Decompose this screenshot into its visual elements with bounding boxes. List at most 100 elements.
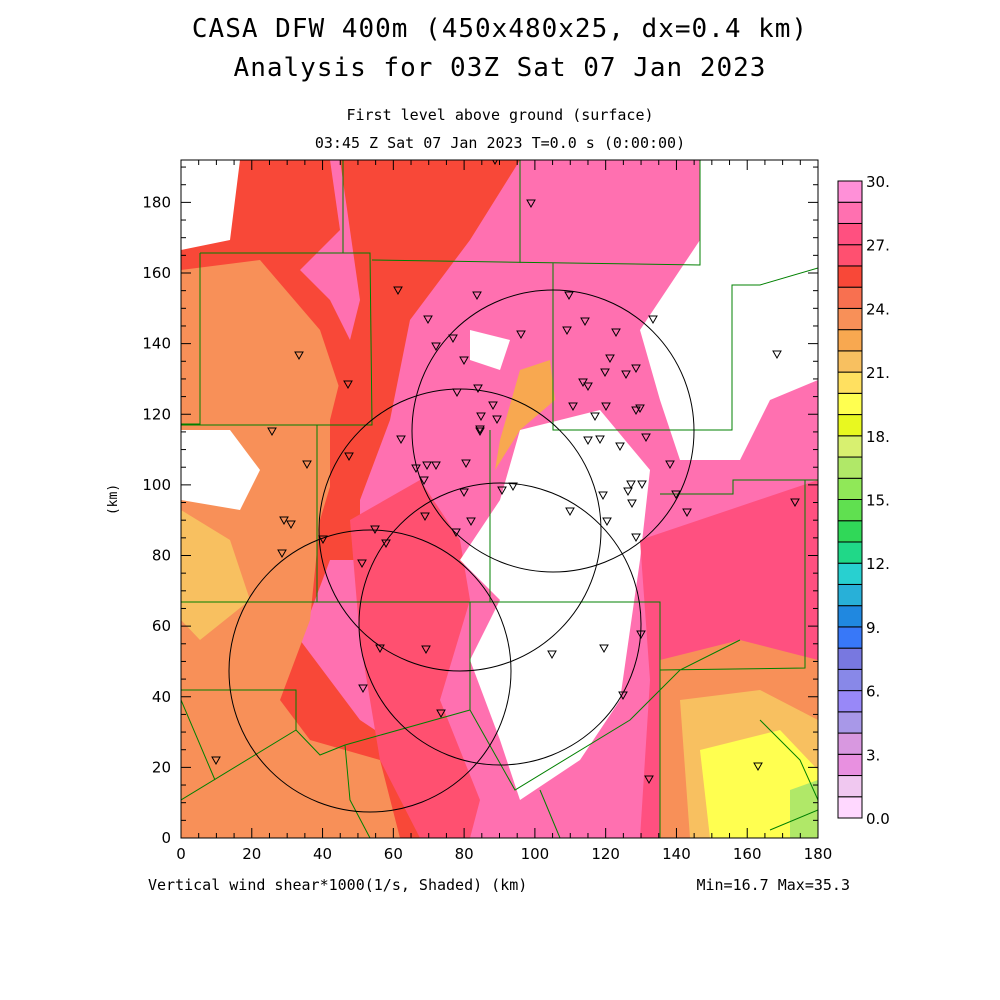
x-tick-label: 60 — [384, 845, 403, 863]
colorbar-swatch — [837, 222, 863, 246]
station-marker — [411, 464, 421, 474]
station-marker — [583, 382, 593, 392]
x-tick-label: 0 — [176, 845, 186, 863]
station-marker — [568, 402, 578, 412]
station-marker — [611, 328, 621, 338]
colorbar-swatch — [837, 265, 863, 288]
station-marker — [636, 630, 646, 640]
x-tick-label: 100 — [521, 845, 550, 863]
station-marker — [580, 317, 590, 327]
y-tick-label: 160 — [142, 264, 171, 282]
colorbar-swatch — [837, 583, 863, 607]
colorbar-swatch — [837, 668, 863, 692]
station-marker — [279, 516, 289, 526]
station-marker — [516, 330, 526, 340]
station-marker — [436, 709, 446, 719]
title-line-2: Analysis for 03Z Sat 07 Jan 2023 — [233, 53, 767, 83]
y-tick-label: 100 — [142, 476, 171, 494]
station-marker — [211, 756, 221, 766]
station-marker — [475, 427, 485, 437]
x-tick-label: 80 — [455, 845, 474, 863]
station-marker — [473, 384, 483, 394]
x-tick-label: 20 — [242, 845, 261, 863]
subtitle-line-1: First level above ground (surface) — [346, 106, 654, 124]
station-marker — [526, 199, 536, 209]
station-marker — [286, 520, 296, 530]
station-marker — [488, 401, 498, 411]
x-tick-label: 120 — [591, 845, 620, 863]
colorbar-swatch — [837, 307, 863, 331]
colorbar-swatch — [837, 562, 863, 585]
station-marker — [565, 507, 575, 517]
station-marker — [343, 380, 353, 390]
station-marker — [492, 415, 502, 425]
station-marker — [476, 412, 486, 422]
station-marker — [595, 435, 605, 445]
field-label: Vertical wind shear*1000(1/s, Shaded) (k… — [148, 876, 528, 894]
station-marker — [431, 461, 441, 471]
colorbar-swatch — [837, 392, 863, 416]
station-marker — [602, 517, 612, 527]
y-tick-label: 0 — [161, 829, 171, 847]
station-markers — [211, 160, 800, 785]
colorbar-swatch — [837, 796, 863, 819]
station-marker — [448, 334, 458, 344]
station-marker — [547, 650, 557, 660]
station-marker — [357, 559, 367, 569]
shading-layer — [181, 160, 818, 838]
x-tick-label: 140 — [662, 845, 691, 863]
colorbar-swatch — [837, 520, 863, 543]
station-marker — [600, 368, 610, 378]
station-marker — [381, 539, 391, 549]
colorbar-swatch — [837, 711, 863, 734]
station-marker — [422, 461, 432, 471]
station-marker — [627, 499, 637, 509]
colorbar-swatch — [837, 435, 863, 458]
station-marker — [396, 435, 406, 445]
colorbar-swatch — [837, 732, 863, 755]
colorbar-swatch — [837, 350, 863, 373]
min-max-label: Min=16.7 Max=35.3 — [696, 876, 850, 894]
station-marker — [631, 364, 641, 374]
station-marker — [475, 425, 485, 435]
station-marker — [302, 460, 312, 470]
colorbar-label: 9. — [866, 619, 880, 637]
colorbar-swatch — [837, 499, 863, 522]
station-marker — [459, 488, 469, 498]
station-marker — [623, 487, 633, 497]
station-marker — [421, 645, 431, 655]
range-ring-3 — [358, 482, 642, 766]
station-marker — [497, 486, 507, 496]
station-marker — [318, 535, 328, 545]
station-marker — [618, 691, 628, 701]
colorbar-label: 27. — [866, 237, 890, 255]
station-marker — [605, 354, 615, 364]
station-marker — [461, 459, 471, 469]
colorbar-swatch — [837, 541, 863, 564]
colorbar-swatch — [837, 753, 863, 777]
colorbar-swatch — [837, 690, 863, 713]
axes: 0 20 40 60 80 100 120 140 160 180 0 20 40 60 80 100 120 1… — [142, 160, 832, 863]
colorbar-swatch — [837, 180, 863, 203]
station-marker — [635, 404, 645, 414]
colorbar-swatch — [837, 775, 863, 798]
station-marker — [370, 525, 380, 535]
colorbar-label: 6. — [866, 683, 880, 701]
colorbar-swatch — [837, 201, 863, 224]
colorbar-swatch — [837, 286, 863, 309]
y-tick-label: 140 — [142, 335, 171, 353]
colorbar-label: 18. — [866, 428, 890, 446]
station-marker — [459, 356, 469, 366]
colorbar-swatch — [837, 647, 863, 670]
station-marker — [423, 315, 433, 325]
station-marker — [452, 388, 462, 398]
colorbar-label: 12. — [866, 555, 890, 573]
station-marker — [431, 342, 441, 352]
x-tick-label: 40 — [313, 845, 332, 863]
x-tick-label: 180 — [804, 845, 833, 863]
colorbar: 0.0 3. 6. 9. 12. 15. 18. 21. 24. 27. 30. — [837, 173, 890, 828]
title-line-1: CASA DFW 400m (450x480x25, dx=0.4 km) — [191, 14, 809, 44]
colorbar-swatch — [837, 244, 863, 267]
station-marker — [626, 480, 636, 490]
